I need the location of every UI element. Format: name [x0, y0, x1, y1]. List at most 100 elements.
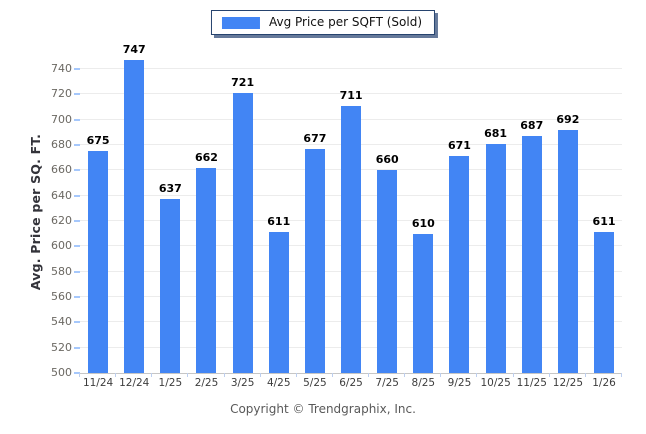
- bar-value-label: 637: [158, 182, 182, 196]
- bar-value-label: 677: [303, 131, 327, 145]
- bar-slot-3/25: 721: [225, 50, 261, 373]
- y-tick-label: 700: [51, 112, 72, 126]
- x-axis-label: 3/25: [230, 377, 255, 389]
- y-tick-mark: [74, 220, 80, 222]
- bar-11/25: [521, 136, 542, 373]
- y-tick-label: 640: [51, 188, 72, 202]
- x-axis-label: 5/25: [303, 377, 327, 389]
- x-tick-mark: [331, 373, 333, 377]
- y-axis: 500 520 540 560 580 600 620 640 660 680 700 720 740: [0, 50, 80, 379]
- bar-value-label: 610: [411, 216, 435, 230]
- x-axis-label: 6/25: [339, 377, 363, 389]
- x-axis-label: 7/25: [375, 377, 399, 389]
- legend-label: Avg Price per SQFT (Sold): [268, 15, 423, 29]
- y-tick-mark: [74, 194, 80, 197]
- y-tick-mark: [74, 68, 80, 70]
- bar-1/26: [594, 232, 615, 373]
- x-axis-label: 8/25: [411, 377, 436, 389]
- y-tick-label: 520: [51, 340, 72, 354]
- bar-7/25: [377, 170, 398, 373]
- x-axis-label: 11/25: [516, 377, 547, 389]
- bar-8/25: [413, 233, 434, 373]
- x-tick-mark: [295, 373, 297, 377]
- x-axis-label: 1/25: [158, 377, 183, 389]
- x-axis-label: 4/25: [266, 377, 291, 389]
- y-tick-label: 720: [51, 87, 72, 101]
- plot-area: 675 747 637 662 721 611 677 711 660 610 671 681 687 6…: [79, 44, 622, 377]
- x-tick-mark: [404, 373, 406, 377]
- y-tick-label: 500: [51, 366, 72, 379]
- bar-2/25: [196, 167, 217, 373]
- x-axis-label: 9/25: [447, 377, 472, 389]
- y-tick-mark: [74, 346, 80, 349]
- bar-value-label: 675: [86, 134, 110, 148]
- bar-value-label: 660: [375, 153, 399, 167]
- bar-slot-4/25: 611: [261, 50, 297, 373]
- bar-value-label: 747: [122, 43, 146, 57]
- bar-value-label: 692: [556, 112, 580, 126]
- x-tick-mark: [621, 373, 622, 377]
- y-tick-mark: [74, 321, 80, 324]
- x-axis-label: 12/24: [119, 377, 150, 389]
- y-tick-mark: [74, 270, 80, 273]
- bar-11/24: [88, 151, 109, 373]
- bar-slot-6/25: 711: [333, 50, 369, 373]
- x-tick-mark: [151, 373, 153, 377]
- bar-12/24: [124, 60, 145, 373]
- y-tick-label: 660: [51, 163, 72, 177]
- bar-slot-12/25: 692: [550, 50, 586, 373]
- y-tick-mark: [74, 372, 80, 374]
- x-axis-label: 10/25: [480, 377, 511, 389]
- bar-slot-9/25: 671: [441, 50, 477, 373]
- gridline: [80, 68, 622, 69]
- bar-value-label: 662: [195, 150, 218, 164]
- bar-12/25: [557, 129, 578, 373]
- legend: Avg Price per SQFT (Sold): [210, 10, 436, 35]
- y-tick-mark: [74, 118, 80, 121]
- bars-container: 675 747 637 662 721 611 677 711 660 610 671 681 687 6…: [80, 44, 622, 373]
- bar-slot-8/25: 610: [405, 50, 441, 373]
- x-tick-mark: [440, 373, 442, 377]
- bar-slot-11/25: 687: [514, 50, 550, 373]
- bar-6/25: [341, 105, 362, 373]
- y-tick-label: 620: [51, 214, 72, 227]
- bar-value-label: 611: [267, 215, 291, 229]
- y-tick-mark: [74, 93, 80, 96]
- bar-value-label: 671: [447, 139, 471, 153]
- y-tick-label: 600: [51, 239, 72, 253]
- x-tick-mark: [584, 373, 586, 377]
- x-axis-label: 1/26: [592, 377, 616, 389]
- bar-value-label: 611: [592, 215, 616, 229]
- bar-slot-1/26: 611: [586, 50, 622, 373]
- y-tick-mark: [74, 245, 80, 248]
- bar-3/25: [232, 93, 253, 373]
- bar-value-label: 687: [520, 119, 544, 133]
- x-tick-mark: [476, 373, 478, 377]
- x-tick-mark: [368, 373, 370, 377]
- bar-5/25: [304, 148, 325, 373]
- bar-slot-7/25: 660: [369, 50, 405, 373]
- legend-swatch: [221, 16, 260, 29]
- x-tick-mark: [548, 373, 550, 377]
- bar-slot-11/24: 675: [80, 50, 116, 373]
- bar-10/25: [485, 143, 506, 373]
- x-tick-mark: [259, 373, 261, 377]
- y-tick-label: 580: [51, 264, 72, 278]
- bar-slot-5/25: 677: [297, 50, 333, 373]
- bar-slot-2/25: 662: [188, 50, 224, 373]
- x-axis-label: 2/25: [194, 377, 219, 389]
- gridline: [80, 93, 622, 95]
- copyright-text: Copyright © Trendgraphix, Inc.: [230, 402, 416, 416]
- bar-slot-10/25: 681: [478, 50, 514, 373]
- x-tick-mark: [115, 373, 117, 377]
- bar-value-label: 721: [231, 76, 255, 90]
- x-tick-mark: [223, 373, 225, 377]
- x-axis-label: 11/24: [82, 377, 114, 389]
- bar-slot-1/25: 637: [152, 50, 188, 373]
- x-axis: 11/24 12/24 1/25 2/25 3/25 4/25 5/25 6/25 7/25 8/…: [80, 377, 622, 390]
- y-tick-mark: [74, 143, 80, 146]
- y-tick-mark: [74, 169, 80, 172]
- bar-value-label: 711: [339, 88, 363, 102]
- y-tick-label: 740: [51, 62, 72, 75]
